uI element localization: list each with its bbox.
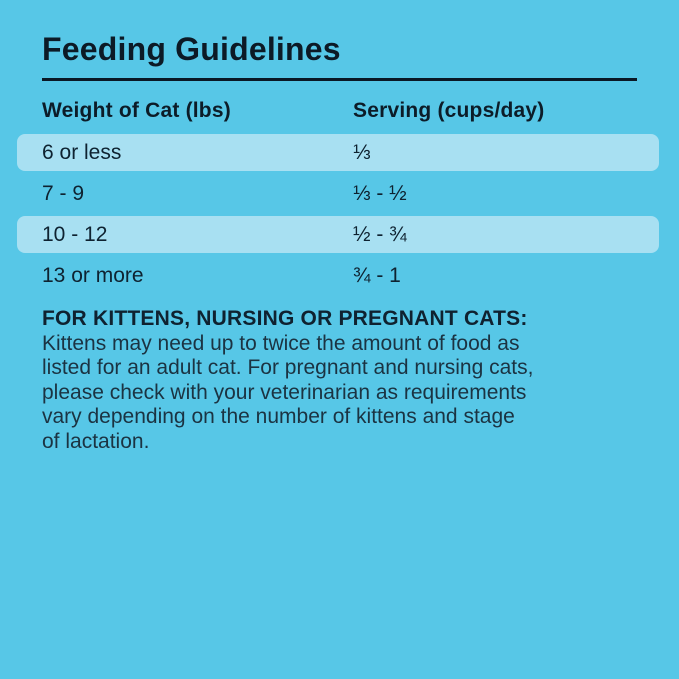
column-header-serving: Serving (cups/day) <box>353 99 545 122</box>
serving-cell: ½ - ¾ <box>353 222 407 246</box>
weight-cell: 6 or less <box>42 140 122 164</box>
column-header-weight: Weight of Cat (lbs) <box>42 99 231 122</box>
table-row: 10 - 12 ½ - ¾ <box>17 216 659 253</box>
kitten-note-line: of lactation. <box>42 429 150 453</box>
serving-cell: ⅓ <box>353 140 371 164</box>
kitten-note-line: vary depending on the number of kittens … <box>42 405 515 428</box>
page-title: Feeding Guidelines <box>42 31 341 67</box>
title-underline <box>42 78 637 81</box>
kitten-note-line: listed for an adult cat. For pregnant an… <box>42 356 534 379</box>
table-row: 7 - 9 ⅓ - ½ <box>17 175 659 212</box>
kitten-note: FOR KITTENS, NURSING OR PREGNANT CATS: K… <box>42 307 642 454</box>
kitten-note-line: Kittens may need up to twice the amount … <box>42 331 520 355</box>
serving-cell: ⅓ - ½ <box>353 181 407 205</box>
kitten-note-line: please check with your veterinarian as r… <box>42 380 527 404</box>
serving-cell: ¾ - 1 <box>353 263 401 287</box>
table-header-row: Weight of Cat (lbs) Serving (cups/day) <box>42 99 642 123</box>
weight-cell: 10 - 12 <box>42 222 108 246</box>
feeding-table: 6 or less ⅓ 7 - 9 ⅓ - ½ 10 - 12 ½ - ¾ 13… <box>17 134 659 298</box>
table-row: 13 or more ¾ - 1 <box>17 257 659 294</box>
kitten-note-heading: FOR KITTENS, NURSING OR PREGNANT CATS: <box>42 307 528 330</box>
weight-cell: 7 - 9 <box>42 181 85 205</box>
weight-cell: 13 or more <box>42 263 144 287</box>
table-row: 6 or less ⅓ <box>17 134 659 171</box>
